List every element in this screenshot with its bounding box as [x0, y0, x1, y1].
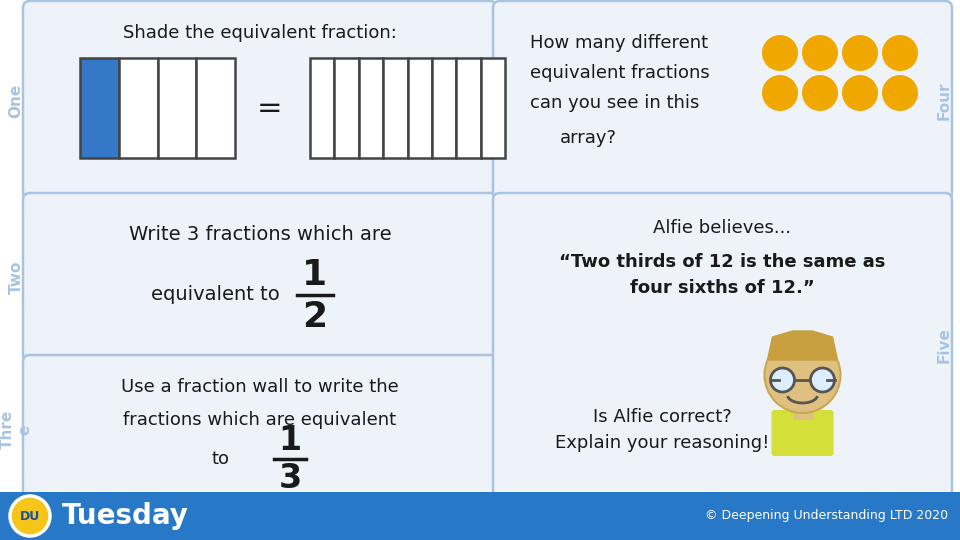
Text: 2: 2 [302, 300, 327, 334]
Circle shape [10, 496, 50, 536]
Circle shape [762, 75, 798, 111]
Text: Four: Four [937, 81, 951, 120]
Text: Shade the equivalent fraction:: Shade the equivalent fraction: [123, 24, 396, 42]
Text: “Two thirds of 12 is the same as
four sixths of 12.”: “Two thirds of 12 is the same as four si… [560, 253, 886, 297]
FancyBboxPatch shape [772, 410, 833, 456]
Bar [334, 58, 359, 158]
Bar [80, 58, 119, 158]
FancyBboxPatch shape [23, 193, 497, 362]
Text: 1: 1 [302, 258, 327, 292]
Circle shape [802, 35, 838, 71]
FancyBboxPatch shape [23, 355, 497, 504]
Bar [481, 58, 505, 158]
Circle shape [764, 337, 841, 413]
Text: fractions which are equivalent: fractions which are equivalent [124, 411, 396, 429]
Text: Use a fraction wall to write the: Use a fraction wall to write the [121, 378, 398, 396]
Text: equivalent fractions: equivalent fractions [530, 64, 709, 82]
Text: equivalent to: equivalent to [151, 286, 279, 305]
Circle shape [810, 368, 834, 392]
Text: Is Alfie correct?
Explain your reasoning!: Is Alfie correct? Explain your reasoning… [555, 408, 770, 452]
Text: 1: 1 [278, 424, 301, 457]
Circle shape [802, 75, 838, 111]
Text: One: One [9, 83, 23, 118]
Text: Alfie believes...: Alfie believes... [654, 219, 792, 237]
Text: Thre
e: Thre e [0, 410, 33, 449]
Circle shape [762, 35, 798, 71]
Circle shape [842, 75, 878, 111]
Text: Write 3 fractions which are: Write 3 fractions which are [129, 226, 392, 245]
Circle shape [842, 35, 878, 71]
Bar [119, 58, 157, 158]
Bar [0, 492, 960, 540]
Bar [432, 58, 456, 158]
Bar [793, 408, 812, 420]
Bar [310, 58, 334, 158]
Bar [407, 58, 432, 158]
Text: How many different: How many different [530, 34, 708, 52]
Text: can you see in this: can you see in this [530, 94, 700, 112]
Bar [456, 58, 481, 158]
FancyBboxPatch shape [493, 1, 952, 200]
Text: =: = [257, 93, 283, 123]
Text: © Deepening Understanding LTD 2020: © Deepening Understanding LTD 2020 [705, 510, 948, 523]
Text: DU: DU [20, 510, 40, 523]
Text: to: to [211, 450, 229, 468]
Bar [157, 58, 196, 158]
Circle shape [882, 35, 918, 71]
Text: Tuesday: Tuesday [62, 502, 189, 530]
Circle shape [771, 368, 795, 392]
Text: Two: Two [9, 261, 23, 294]
Circle shape [882, 75, 918, 111]
FancyBboxPatch shape [493, 193, 952, 497]
Text: Five: Five [937, 327, 951, 363]
Text: 3: 3 [278, 462, 301, 496]
Bar [383, 58, 407, 158]
Polygon shape [767, 331, 837, 360]
FancyBboxPatch shape [23, 1, 497, 200]
Bar [196, 58, 235, 158]
Bar [359, 58, 383, 158]
Text: array?: array? [560, 129, 617, 147]
